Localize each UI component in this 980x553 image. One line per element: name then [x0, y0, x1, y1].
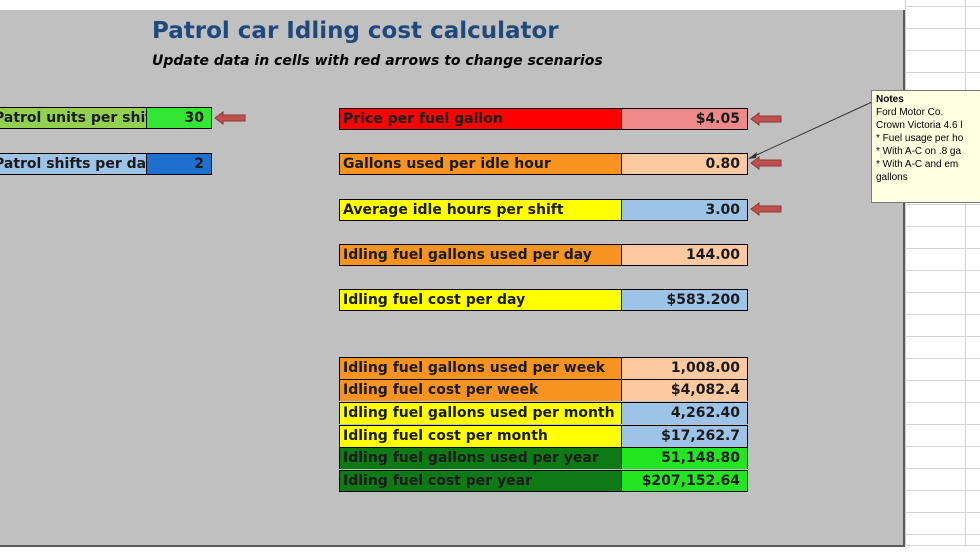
gallons-per-year-cell[interactable]: 51,148.80 [622, 448, 747, 469]
idle-hours-per-shift-cell[interactable]: 3.00 [622, 200, 747, 220]
row-gallons-per-idle-hour: Gallons used per idle hour 0.80 [339, 153, 748, 175]
price-per-gallon-cell[interactable]: $4.05 [622, 109, 747, 129]
patrol-shifts-cell[interactable]: 2 [147, 154, 211, 174]
spreadsheet-gridlines [905, 0, 980, 552]
table-row: Idling fuel cost per month $17,262.7 [339, 425, 748, 447]
row-price-per-gallon: Price per fuel gallon $4.05 [339, 108, 748, 130]
note-line: gallons [876, 172, 908, 183]
input-row-patrol-shifts: Patrol shifts per day 2 [0, 153, 212, 175]
gallons-per-week-cell[interactable]: 1,008.00 [622, 358, 747, 379]
cost-per-day-label: Idling fuel cost per day [340, 290, 622, 310]
cost-per-year-label: Idling fuel cost per year [340, 471, 622, 491]
note-title: Notes [876, 94, 904, 105]
table-row: Idling fuel cost per year $207,152.64 [339, 470, 748, 492]
cost-per-day-cell[interactable]: $583.200 [622, 290, 747, 310]
red-left-arrow-icon [214, 111, 246, 125]
table-row: Idling fuel gallons used per week 1,008.… [339, 357, 748, 379]
input-row-patrol-units: Patrol units per shift 30 [0, 107, 212, 129]
note-line: * Fuel usage per ho [876, 133, 964, 144]
cost-per-week-cell[interactable]: $4,082.4 [622, 380, 747, 401]
patrol-units-cell[interactable]: 30 [147, 108, 211, 128]
cost-per-month-cell[interactable]: $17,262.7 [622, 426, 747, 447]
note-line: * With A-C on .8 ga [876, 146, 962, 157]
red-left-arrow-icon [750, 156, 782, 170]
comment-note[interactable]: Notes Ford Motor Co. Crown Victoria 4.6 … [871, 90, 980, 203]
cost-per-month-label: Idling fuel cost per month [340, 426, 622, 447]
gallons-per-idle-hour-cell[interactable]: 0.80 [622, 154, 747, 174]
page-title: Patrol car Idling cost calculator [152, 18, 559, 44]
table-row: Idling fuel gallons used per year 51,148… [339, 447, 748, 469]
patrol-units-label: Patrol units per shift [0, 108, 147, 128]
note-line: Crown Victoria 4.6 l [876, 120, 963, 131]
row-cost-per-day: Idling fuel cost per day $583.200 [339, 289, 748, 311]
red-left-arrow-icon [750, 112, 782, 126]
cost-per-week-label: Idling fuel cost per week [340, 380, 622, 401]
gallons-per-day-label: Idling fuel gallons used per day [340, 245, 622, 265]
red-left-arrow-icon [750, 202, 782, 216]
gallons-per-year-label: Idling fuel gallons used per year [340, 448, 622, 469]
page-subtitle: Update data in cells with red arrows to … [152, 53, 603, 69]
gallons-per-month-cell[interactable]: 4,262.40 [622, 403, 747, 424]
cost-per-year-cell[interactable]: $207,152.64 [622, 471, 747, 491]
row-idle-hours-per-shift: Average idle hours per shift 3.00 [339, 199, 748, 221]
note-line: Ford Motor Co. [876, 107, 944, 118]
calculator-sheet: Patrol car Idling cost calculator Update… [0, 10, 905, 547]
table-row: Idling fuel gallons used per month 4,262… [339, 402, 748, 424]
patrol-shifts-label: Patrol shifts per day [0, 154, 147, 174]
gallons-per-month-label: Idling fuel gallons used per month [340, 403, 622, 424]
table-row: Idling fuel cost per week $4,082.4 [339, 379, 748, 401]
gallons-per-idle-hour-label: Gallons used per idle hour [340, 154, 622, 174]
row-gallons-per-day: Idling fuel gallons used per day 144.00 [339, 244, 748, 266]
gallons-per-day-cell[interactable]: 144.00 [622, 245, 747, 265]
idle-hours-per-shift-label: Average idle hours per shift [340, 200, 622, 220]
note-line: * With A-C and em [876, 159, 959, 170]
gallons-per-week-label: Idling fuel gallons used per week [340, 358, 622, 379]
price-per-gallon-label: Price per fuel gallon [340, 109, 622, 129]
